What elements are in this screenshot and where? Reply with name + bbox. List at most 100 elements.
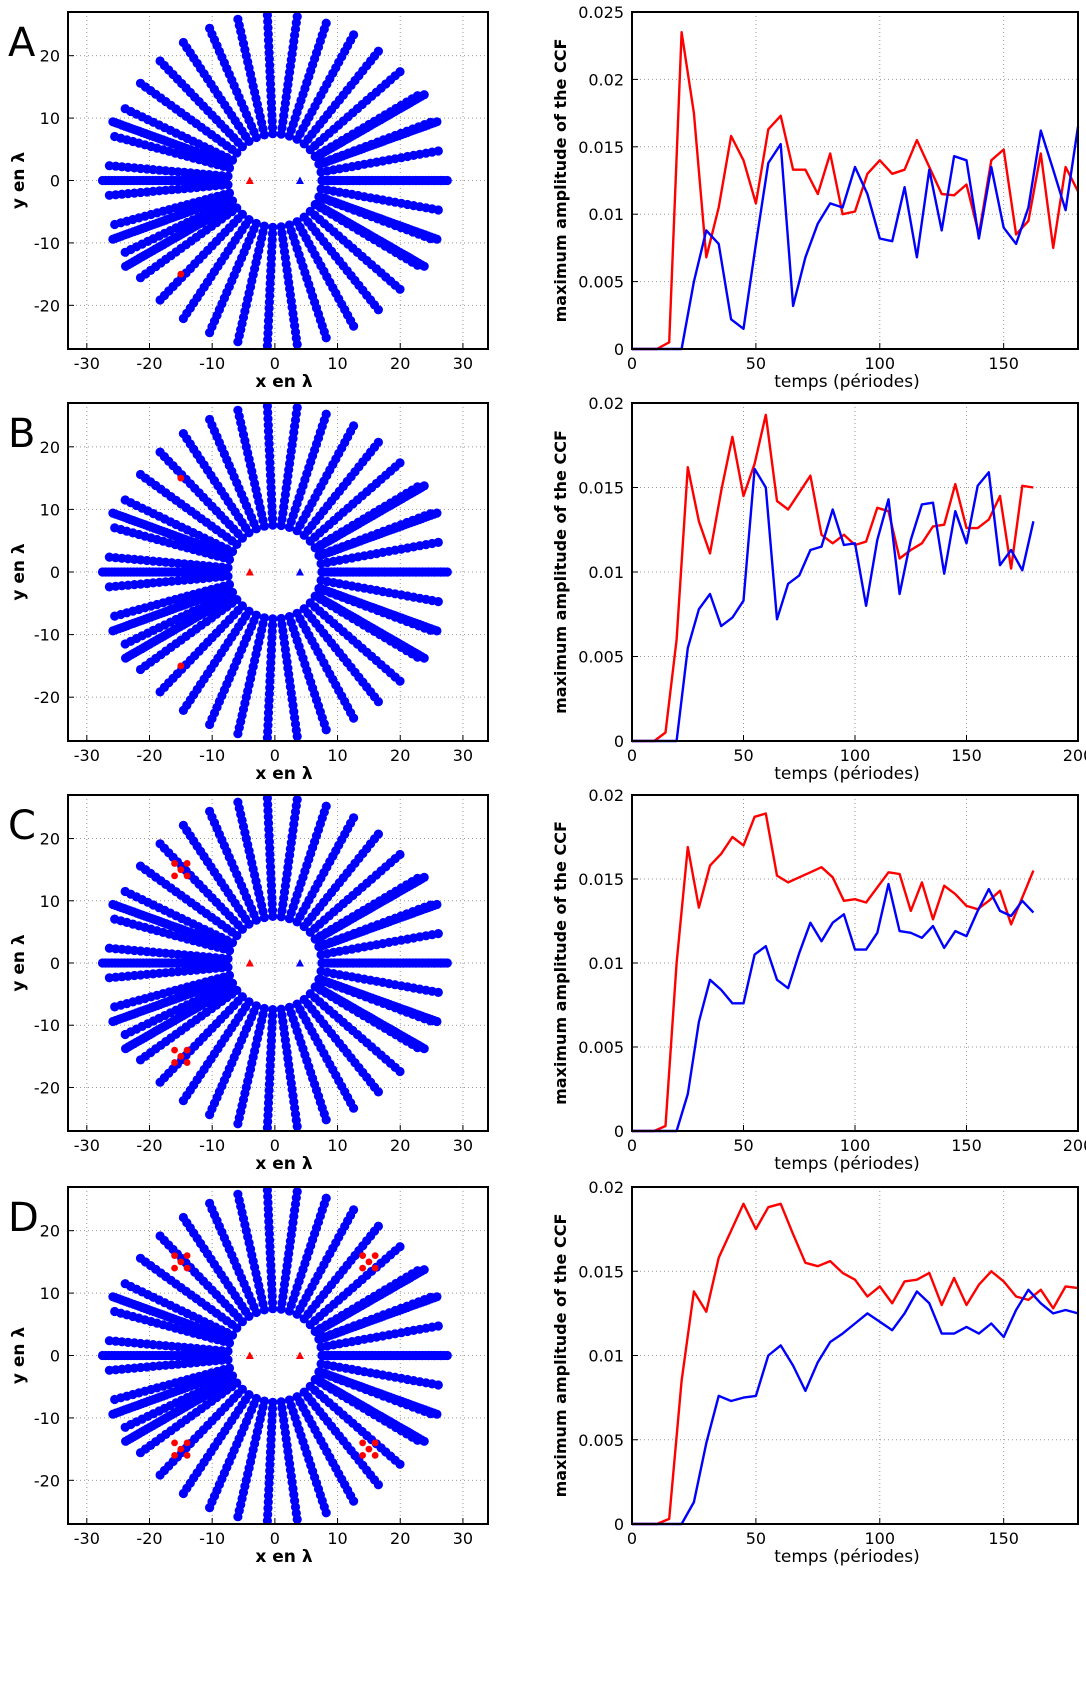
array-map: -30 -20 -10 0 10 20 30 -20 -10 0 10 20 x en λ y en λ <box>9 11 489 392</box>
array-point <box>155 295 165 305</box>
red-source <box>183 872 191 880</box>
y-tick-label: -20 <box>34 296 60 315</box>
y-tick-label: 0.015 <box>578 479 624 498</box>
y-tick-label: 10 <box>40 892 60 911</box>
red-source <box>177 1052 185 1060</box>
array-map: -30 -20 -10 0 10 20 30 -20 -10 0 10 20 x en λ y en λ <box>9 794 489 1174</box>
x-axis-label: temps (périodes) <box>774 764 919 784</box>
array-point <box>349 1205 359 1215</box>
array-point <box>292 731 302 741</box>
panel-letter: B <box>8 411 35 457</box>
y-tick-label: 0.015 <box>578 1262 624 1281</box>
array-point <box>433 1321 443 1331</box>
array-point <box>433 987 443 998</box>
receiver-triangle <box>295 568 304 576</box>
y-tick-label: 20 <box>40 830 60 849</box>
array-point <box>233 14 243 24</box>
red-source <box>177 662 185 670</box>
array-point <box>419 1436 429 1446</box>
array-point <box>262 403 272 411</box>
y-tick-label: 0 <box>50 172 60 191</box>
y-tick-label: 0.015 <box>578 870 624 889</box>
x-tick-label: 100 <box>840 1136 871 1155</box>
y-tick-label: 0 <box>614 1122 624 1141</box>
red-source <box>183 1264 191 1272</box>
array-point <box>120 1422 130 1432</box>
array-point <box>108 234 118 244</box>
array-point <box>233 337 243 347</box>
array-point <box>108 626 118 636</box>
x-axis-label: temps (périodes) <box>774 1547 919 1567</box>
array-point <box>419 653 429 663</box>
ccf-amplitude-chart: 0 50 100 150 0 0.005 0.01 0.015 0.02 0.025 temps (… <box>551 3 1080 392</box>
red-source <box>177 1445 185 1453</box>
red-source <box>171 1264 178 1272</box>
receiver-triangle <box>295 1351 304 1359</box>
red-source <box>365 1445 373 1453</box>
x-axis-label: x en λ <box>255 764 312 784</box>
array-point <box>135 1055 146 1065</box>
array-point <box>233 1189 243 1199</box>
y-tick-label: 0.02 <box>588 394 624 413</box>
series-line-blue <box>632 126 1080 351</box>
array-point <box>155 56 165 66</box>
y-tick-label: 10 <box>40 500 60 519</box>
array-point <box>205 719 215 730</box>
array-point <box>433 205 443 215</box>
array-point <box>395 67 405 77</box>
y-tick-label: 0.02 <box>588 1178 624 1197</box>
array-point <box>419 261 429 271</box>
y-tick-label: 10 <box>40 109 60 128</box>
array-point <box>155 1077 165 1087</box>
array-point <box>120 1029 130 1040</box>
array-point <box>349 30 359 40</box>
y-axis-label: maximum amplitude of the CCF <box>551 1214 570 1498</box>
x-axis-label: x en λ <box>255 1154 312 1174</box>
x-tick-label: -10 <box>199 1136 225 1155</box>
array-point <box>433 146 443 156</box>
array-point <box>233 1512 243 1522</box>
x-tick-label: -20 <box>136 746 162 765</box>
red-source <box>371 1264 379 1272</box>
array-point <box>135 664 146 675</box>
red-source <box>171 1252 178 1260</box>
receiver-triangle <box>245 176 254 184</box>
red-source <box>177 474 185 482</box>
red-source <box>371 1252 379 1260</box>
array-point <box>433 537 443 548</box>
array-point <box>432 234 442 244</box>
x-tick-label: 30 <box>453 1529 473 1548</box>
y-axis-label: y en λ <box>9 1327 29 1385</box>
array-point <box>135 1448 146 1458</box>
y-tick-label: 0.005 <box>578 648 624 667</box>
array-point <box>178 313 188 324</box>
array-point <box>104 552 114 562</box>
array-point <box>349 1103 359 1113</box>
array-point <box>108 1292 118 1302</box>
y-axis-label: maximum amplitude of the CCF <box>551 39 570 323</box>
array-point <box>432 508 442 518</box>
array-map: -30 -20 -10 0 10 20 30 -20 -10 0 10 20 x en λ y en λ <box>9 402 489 784</box>
array-map: -30 -20 -10 0 10 20 30 -20 -10 0 10 20 x en λ y en λ <box>9 1186 489 1567</box>
receiver-triangle <box>245 1351 254 1359</box>
x-tick-label: 200 <box>1063 1136 1086 1155</box>
array-point <box>321 1193 331 1203</box>
x-tick-label: 20 <box>390 746 410 765</box>
array-point <box>104 582 114 592</box>
array-point <box>292 1514 302 1524</box>
array-point <box>292 12 302 22</box>
panel-letter: A <box>8 20 36 66</box>
series-line-red <box>632 812 1035 1133</box>
array-point <box>120 495 130 505</box>
x-tick-label: 10 <box>327 746 347 765</box>
array-point <box>121 261 131 271</box>
ccf-amplitude-chart: 0 50 100 150 200 0 0.005 0.01 0.015 0.02 temps (pé… <box>551 394 1086 784</box>
x-tick-label: -30 <box>74 1136 100 1155</box>
array-point <box>373 829 383 839</box>
red-source <box>183 1451 191 1459</box>
y-tick-label: -10 <box>34 1016 60 1035</box>
array-point <box>97 567 108 577</box>
red-source <box>171 1439 178 1447</box>
red-source <box>177 866 185 874</box>
